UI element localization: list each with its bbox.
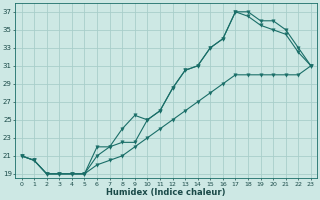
X-axis label: Humidex (Indice chaleur): Humidex (Indice chaleur) — [107, 188, 226, 197]
